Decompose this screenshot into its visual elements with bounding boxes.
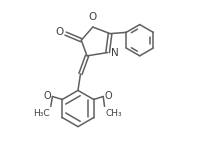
Text: O: O [88,12,96,22]
Text: O: O [43,91,51,101]
Text: H₃C: H₃C [33,109,50,118]
Text: N: N [111,47,118,58]
Text: O: O [104,91,111,101]
Text: O: O [55,27,63,37]
Text: CH₃: CH₃ [105,109,121,118]
